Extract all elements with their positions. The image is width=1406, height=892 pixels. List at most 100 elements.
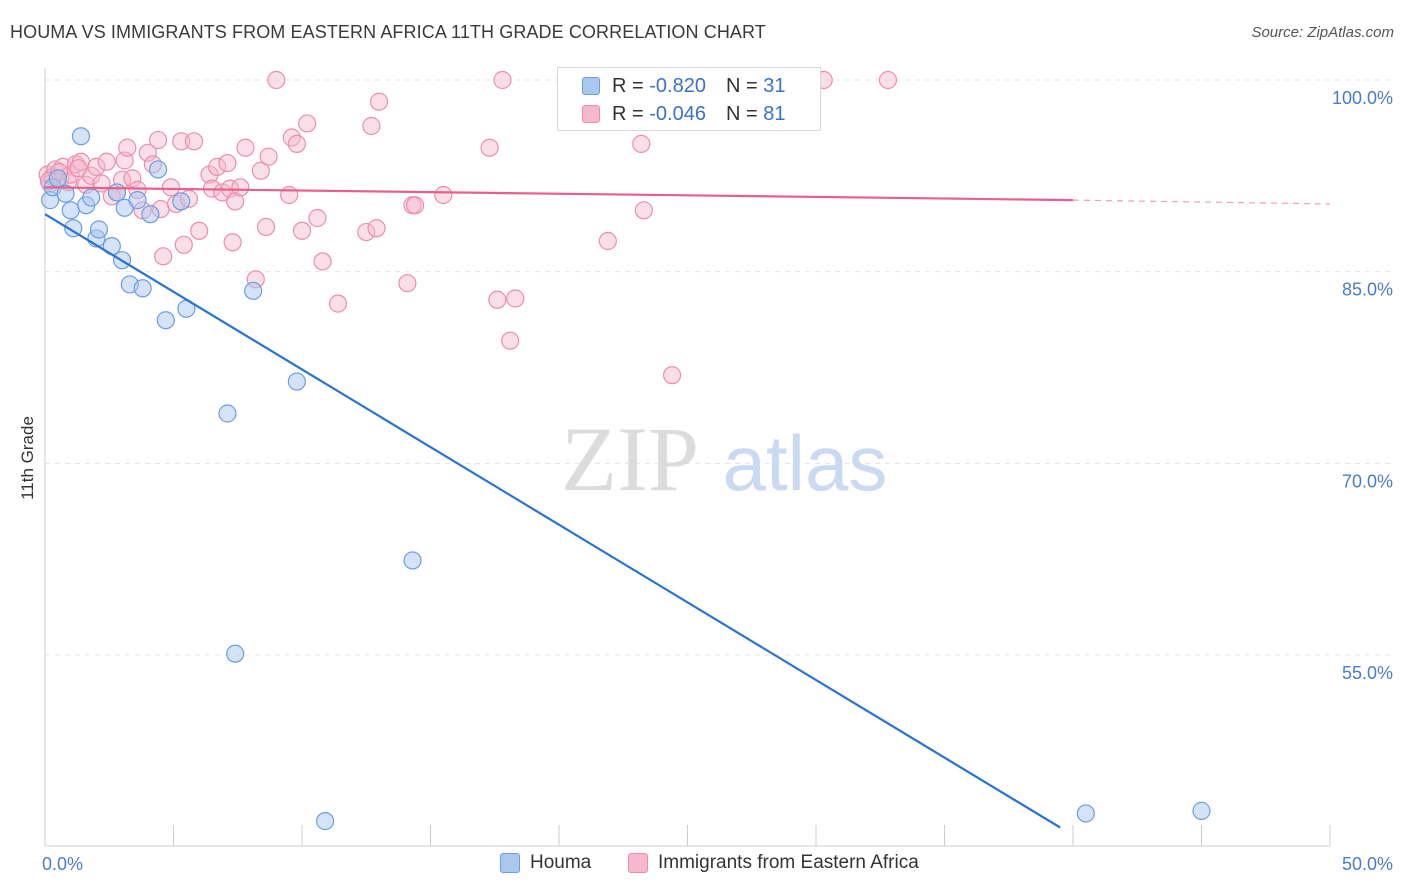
watermark-zip: ZIP [561,408,699,510]
eastern-africa-point-27 [154,247,173,266]
houma-point-8 [82,188,101,207]
axes [44,68,1331,847]
houma-point-29 [1076,804,1095,823]
eastern-africa-point-72 [632,134,651,153]
legend-swatch-eastern-africa [628,853,648,873]
eastern-africa-point-19 [118,138,137,157]
series-houma-points [41,127,1211,831]
eastern-africa-point-48 [259,147,278,166]
x-tick-label-0: 0.0% [42,854,83,874]
eastern-africa-point-47 [256,217,276,237]
legend-row-eastern-africa: R = -0.046 N = 81 [582,101,785,127]
x-tick-label-1: 50.0% [1342,854,1393,874]
houma-point-28 [403,551,422,570]
eastern-africa-point-59 [362,116,381,136]
eastern-africa-point-54 [298,114,317,133]
eastern-africa-trend-line [44,186,1074,202]
eastern-africa-point-49 [267,70,286,90]
eastern-africa-point-61 [370,92,389,111]
legend-item-houma: Houma [500,852,591,874]
legend-label-eastern-africa: Immigrants from Eastern Africa [658,852,919,873]
watermark-atlas: atlas [723,419,888,507]
houma-point-5 [64,219,83,238]
eastern-africa-point-28 [161,178,181,197]
eastern-africa-point-12 [87,157,106,176]
eastern-africa-point-41 [223,233,242,252]
houma-point-24 [226,644,245,663]
legend-swatch-houma [582,77,600,95]
houma-point-25 [244,281,263,300]
grid-lines [45,79,1395,656]
eastern-africa-point-62 [398,274,417,293]
eastern-africa-point-23 [138,143,157,162]
houma-point-16 [128,191,147,210]
legend-n-value: 31 [763,74,786,97]
eastern-africa-point-46 [251,161,270,180]
houma-point-18 [141,205,160,224]
eastern-africa-point-80 [69,159,88,178]
y-tick-label-0: 100.0% [1332,88,1393,108]
eastern-africa-point-39 [218,153,237,173]
houma-point-3 [56,184,75,203]
houma-point-2 [48,169,67,188]
eastern-africa-point-65 [434,185,453,205]
eastern-africa-point-77 [878,70,898,90]
correlation-legend: R = -0.820 N = 31 R = -0.046 N = 81 [557,67,821,131]
eastern-africa-point-50 [280,185,299,205]
houma-point-21 [172,192,191,211]
eastern-africa-point-34 [190,221,209,240]
y-axis-title: 11th Grade [18,416,37,500]
legend-n-label: N = [725,74,758,97]
eastern-africa-point-37 [208,157,227,176]
legend-n-label: N = [725,102,758,125]
eastern-africa-point-68 [493,70,512,90]
y-tick-labels: 100.0% 85.0% 70.0% 55.0% [1332,88,1393,683]
legend-r-value: -0.046 [649,102,706,125]
eastern-africa-point-69 [501,331,520,350]
houma-point-30 [1192,801,1211,820]
eastern-africa-point-57 [328,294,348,313]
legend-row-houma: R = -0.820 N = 31 [582,73,785,99]
eastern-africa-point-67 [488,290,507,309]
legend-r-label: R = [612,74,644,97]
eastern-africa-trend-extension [1072,199,1331,205]
houma-point-17 [133,279,152,298]
eastern-africa-point-74 [662,366,682,385]
houma-point-26 [287,372,306,391]
y-tick-label-2: 70.0% [1342,471,1393,491]
eastern-africa-point-20 [123,169,142,188]
houma-point-12 [107,183,127,202]
eastern-africa-point-31 [174,235,193,254]
eastern-africa-point-14 [97,152,116,171]
houma-point-4 [61,201,80,220]
eastern-africa-point-30 [172,132,191,151]
eastern-africa-point-60 [367,219,386,238]
houma-point-27 [316,812,335,831]
legend-n-value: 81 [763,102,786,125]
eastern-africa-point-64 [405,196,425,215]
eastern-africa-point-55 [308,208,327,228]
legend-swatch-eastern-africa [582,105,600,123]
eastern-africa-point-58 [357,222,376,242]
legend-item-eastern-africa: Immigrants from Eastern Africa [628,852,919,874]
eastern-africa-point-70 [506,289,525,308]
series-legend: Houma Immigrants from Eastern Africa [0,852,1406,878]
eastern-africa-point-73 [634,201,653,220]
legend-r-value: -0.820 [649,74,706,97]
y-tick-label-3: 55.0% [1342,663,1393,683]
houma-point-10 [89,220,109,239]
houma-point-6 [71,127,91,146]
source-label: Source: ZipAtlas.com [1251,24,1394,41]
watermark: ZIP atlas [561,408,887,510]
eastern-africa-point-56 [313,252,332,271]
eastern-africa-point-43 [231,178,250,197]
eastern-africa-point-44 [236,138,255,157]
houma-point-20 [156,311,175,330]
eastern-africa-point-71 [598,231,617,251]
chart-title: HOUMA VS IMMIGRANTS FROM EASTERN AFRICA … [10,22,766,42]
eastern-africa-point-66 [480,138,499,157]
legend-r-label: R = [612,102,644,125]
eastern-africa-point-33 [184,132,204,151]
eastern-africa-point-53 [292,221,312,240]
